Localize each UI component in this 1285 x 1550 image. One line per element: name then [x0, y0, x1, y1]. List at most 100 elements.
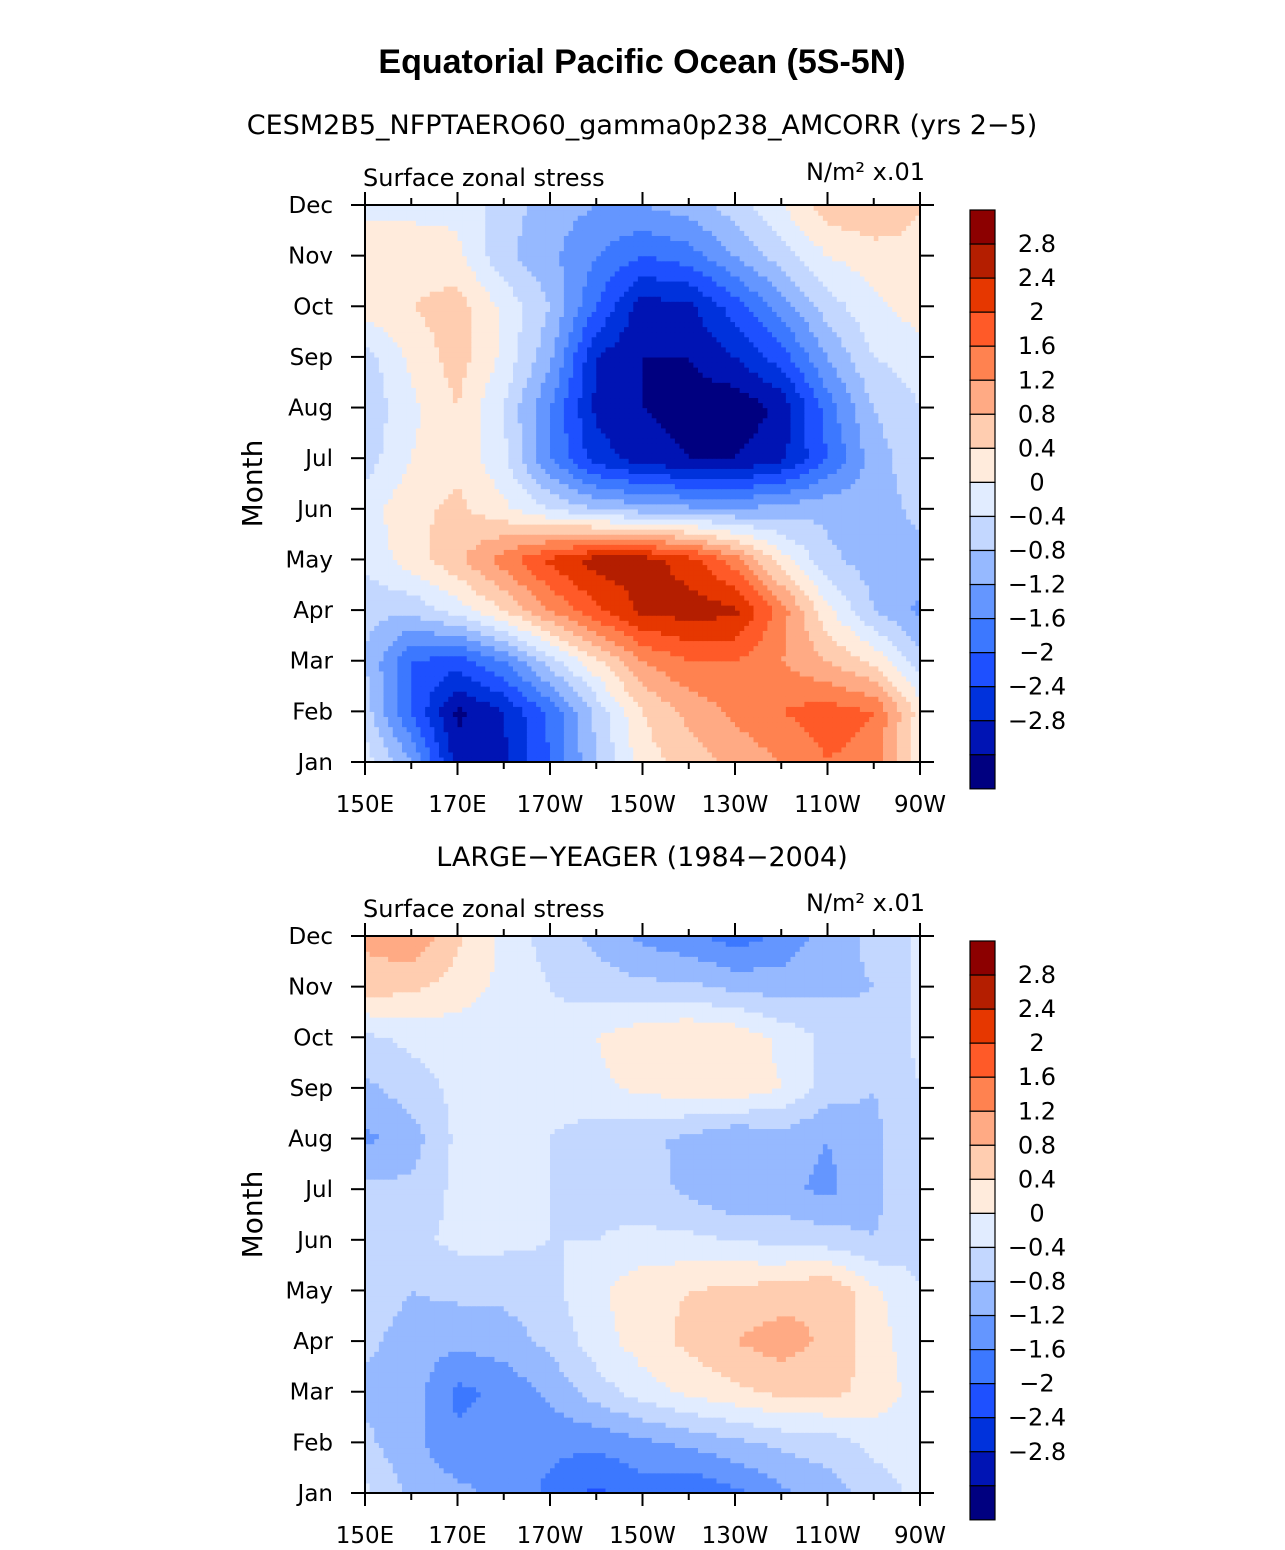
contour-cell [772, 711, 778, 718]
contour-cell [799, 701, 805, 707]
contour-cell [901, 635, 907, 642]
contour-cell [795, 630, 801, 637]
contour-cell [776, 701, 782, 707]
contour-cell [906, 610, 912, 616]
contour-cell [670, 756, 676, 762]
contour-cell [878, 615, 884, 621]
contour-cell [517, 640, 523, 647]
contour-cell [665, 554, 671, 561]
contour-cell [489, 620, 496, 626]
contour-cell [892, 610, 898, 616]
contour-cell [665, 579, 671, 586]
contour-cell [573, 741, 579, 748]
contour-cell [563, 599, 570, 606]
contour-cell [670, 716, 676, 723]
contour-cell [439, 569, 445, 576]
contour-cell [513, 665, 519, 672]
contour-cell [587, 645, 593, 652]
contour-cell [415, 610, 422, 616]
contour-cell [702, 584, 708, 591]
contour-cell [369, 655, 375, 662]
contour-cell [744, 716, 750, 723]
contour-cell [388, 630, 394, 637]
contour-cell [790, 701, 796, 707]
contour-cell [693, 660, 699, 667]
contour-cell [651, 751, 657, 758]
contour-cell [508, 736, 514, 743]
contour-cell [457, 751, 463, 758]
contour-cell [725, 680, 731, 687]
contour-cell [901, 706, 907, 712]
contour-cell [901, 691, 907, 697]
contour-cell [744, 625, 750, 631]
contour-cell [374, 620, 380, 626]
contour-cell [563, 675, 570, 682]
contour-cell [545, 564, 551, 571]
contour-cell [841, 660, 847, 667]
contour-cell [822, 605, 829, 611]
contour-cell [415, 635, 422, 642]
contour-cell [739, 645, 745, 652]
contour-cell [587, 706, 593, 712]
contour-cell [388, 605, 394, 611]
contour-cell [383, 741, 389, 748]
contour-cell [827, 731, 833, 738]
contour-cell [651, 706, 657, 712]
contour-cell [883, 594, 889, 601]
contour-cell [651, 584, 657, 591]
contour-cell [388, 706, 394, 712]
contour-cell [859, 680, 866, 687]
contour-cell [725, 584, 731, 591]
contour-cell [429, 696, 435, 702]
contour-cell [429, 701, 435, 707]
contour-cell [748, 569, 755, 576]
contour-cell [772, 625, 778, 631]
contour-cell [656, 630, 662, 637]
contour-cell [540, 716, 546, 723]
contour-cell [378, 559, 385, 566]
contour-cell [753, 756, 759, 762]
contour-cell [388, 660, 394, 667]
contour-cell [434, 569, 440, 576]
contour-cell [545, 660, 551, 667]
contour-cell [799, 711, 805, 718]
contour-cell [462, 559, 468, 566]
contour-cell [559, 731, 565, 738]
contour-cell [767, 675, 773, 682]
contour-cell [827, 635, 833, 642]
contour-cell [434, 736, 440, 743]
contour-cell [587, 660, 593, 667]
contour-cell [388, 645, 394, 652]
contour-cell [411, 635, 417, 642]
contour-cell [785, 615, 792, 621]
contour-cell [647, 625, 653, 631]
contour-cell [628, 726, 634, 733]
contour-cell [688, 579, 694, 586]
contour-cell [725, 599, 731, 606]
contour-cell [411, 620, 417, 626]
contour-cell [434, 670, 440, 677]
contour-cell [896, 706, 903, 712]
contour-cell [781, 716, 787, 723]
contour-cell [818, 650, 824, 657]
contour-cell [841, 589, 847, 596]
contour-cell [452, 569, 459, 576]
contour-cell [647, 605, 653, 611]
contour-cell [365, 751, 371, 758]
contour-cell [402, 640, 408, 647]
contour-cell [443, 680, 449, 687]
contour-cell [804, 696, 810, 702]
contour-cell [457, 660, 463, 667]
contour-cell [744, 559, 750, 566]
contour-cell [540, 589, 546, 596]
contour-cell [822, 610, 829, 616]
contour-cell [545, 625, 551, 631]
contour-cell [850, 645, 856, 652]
contour-cell [864, 686, 870, 692]
contour-cell [665, 706, 671, 712]
contour-cell [855, 605, 861, 611]
contour-cell [665, 696, 671, 702]
contour-cell [434, 741, 440, 748]
contour-cell [513, 736, 519, 743]
contour-cell [790, 721, 796, 728]
